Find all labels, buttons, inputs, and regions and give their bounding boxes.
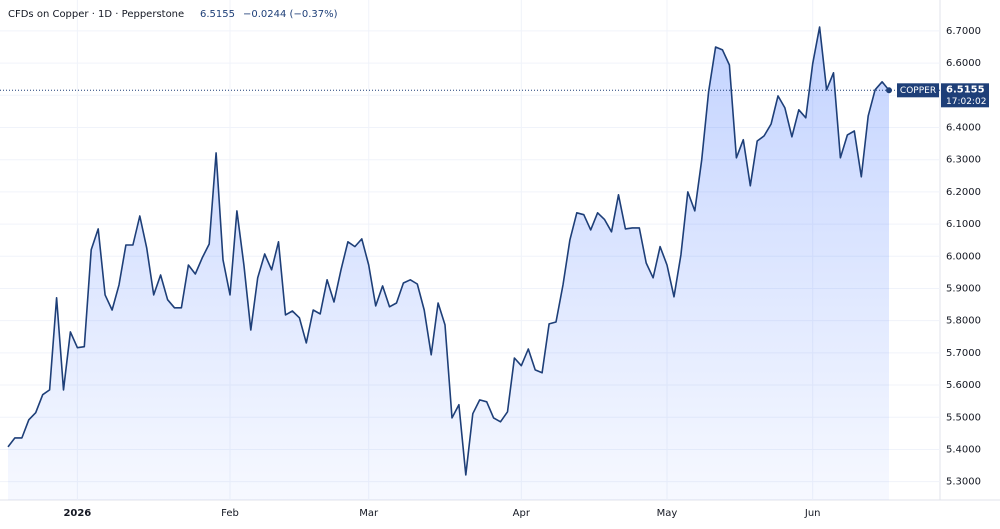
header-price: 6.5155 <box>200 9 235 20</box>
x-tick-label: Feb <box>221 508 239 519</box>
y-tick-label: 5.5000 <box>946 412 981 423</box>
y-tick-label: 5.7000 <box>946 348 981 359</box>
tag-countdown: 17:02:02 <box>946 97 986 107</box>
axes: 5.3000 5.4000 5.5000 5.6000 5.7000 5.8000 5.90… <box>63 26 989 519</box>
last-point <box>886 87 892 94</box>
y-tick-label: 6.7000 <box>946 26 981 37</box>
area-fill <box>8 27 889 500</box>
x-tick-label: Mar <box>359 508 379 519</box>
y-tick-label: 6.1000 <box>946 219 981 230</box>
tag-name-bg <box>897 83 939 98</box>
tag-name: COPPER <box>900 86 936 96</box>
plot <box>0 26 940 500</box>
x-tick-label: May <box>657 508 678 519</box>
x-tick-label: 2026 <box>63 508 91 519</box>
header-change: −0.0244 (−0.37%) <box>243 9 338 20</box>
y-tick-label: 5.9000 <box>946 283 981 294</box>
y-tick-label: 6.6000 <box>946 58 981 69</box>
y-tick-label: 5.6000 <box>946 380 981 391</box>
tag-price-bg <box>941 83 989 108</box>
y-tick-label: 5.3000 <box>946 477 981 488</box>
y-tick-label: 5.4000 <box>946 444 981 455</box>
price-line <box>7 26 890 476</box>
symbol-title: CFDs on Copper · 1D · Pepperstone <box>8 9 184 20</box>
y-tick-label: 5.8000 <box>946 316 981 327</box>
y-tick-label: 6.2000 <box>946 187 981 198</box>
tag-price: 6.5155 <box>946 84 985 95</box>
y-tick-label: 6.0000 <box>946 251 981 262</box>
x-tick-label: Jun <box>804 508 821 519</box>
x-tick-label: Apr <box>513 508 531 519</box>
y-tick-label: 6.3000 <box>946 155 981 166</box>
y-tick-label: 6.4000 <box>946 122 981 133</box>
